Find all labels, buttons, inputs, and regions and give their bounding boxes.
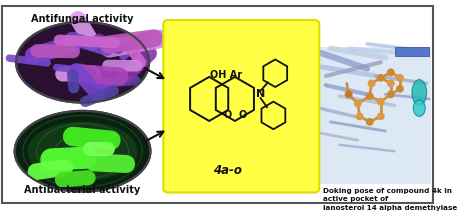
Circle shape [356, 113, 363, 119]
Circle shape [377, 75, 384, 81]
Circle shape [397, 75, 403, 81]
Circle shape [366, 119, 373, 125]
Ellipse shape [16, 22, 149, 103]
Text: OH Ar: OH Ar [210, 70, 242, 80]
Ellipse shape [15, 111, 150, 192]
FancyBboxPatch shape [394, 47, 429, 56]
Text: Antifungal activity: Antifungal activity [31, 14, 134, 24]
Circle shape [368, 80, 375, 87]
Circle shape [366, 93, 373, 99]
Ellipse shape [412, 80, 427, 105]
Circle shape [397, 86, 403, 92]
Ellipse shape [27, 121, 137, 181]
Circle shape [346, 91, 352, 97]
Circle shape [355, 100, 361, 107]
Ellipse shape [413, 100, 425, 116]
Circle shape [388, 91, 394, 97]
Text: Antibacterial activity: Antibacterial activity [25, 185, 141, 195]
Text: O: O [223, 111, 232, 120]
Circle shape [377, 113, 384, 119]
Text: O: O [238, 111, 246, 120]
FancyBboxPatch shape [2, 6, 433, 203]
Circle shape [388, 69, 394, 75]
FancyBboxPatch shape [319, 47, 431, 184]
Text: Doking pose of compound 4k in
active pocket of
lanosterol 14 alpha demethylase: Doking pose of compound 4k in active poc… [323, 188, 457, 211]
Circle shape [377, 99, 384, 105]
Text: 4a-o: 4a-o [213, 164, 242, 177]
FancyBboxPatch shape [164, 20, 319, 192]
Circle shape [388, 80, 394, 87]
Text: N: N [256, 89, 265, 99]
